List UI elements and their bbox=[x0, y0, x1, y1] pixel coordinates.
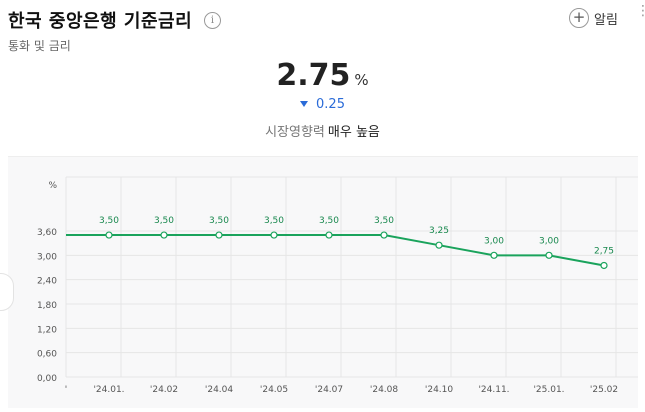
rate-line-chart: 0,00 0,60 1,20 1,80 2,40 3,00 3,60% ' '24.01. '24… bbox=[37, 176, 638, 395]
data-point bbox=[215, 231, 223, 239]
data-label: 3,50 bbox=[374, 216, 394, 226]
market-impact: 시장영향력 매우 높음 bbox=[0, 121, 645, 140]
rate-unit: % bbox=[354, 71, 369, 89]
data-point bbox=[160, 231, 168, 239]
triangle-down-icon bbox=[300, 101, 309, 107]
y-tick-label: 0,60 bbox=[37, 350, 57, 360]
data-point bbox=[545, 251, 553, 259]
x-tick-label: '24.10 bbox=[425, 385, 454, 395]
x-tick-label: '24.05 bbox=[260, 385, 288, 395]
x-tick-label: '24.01. bbox=[93, 385, 124, 395]
more-menu-icon[interactable]: ⋮ bbox=[636, 3, 645, 19]
y-tick-label: 1,80 bbox=[37, 301, 57, 311]
data-label: 3,50 bbox=[99, 216, 119, 226]
change-value: 0.25 bbox=[316, 97, 345, 112]
data-label: 3,50 bbox=[209, 216, 229, 226]
rate-change: 0.25 bbox=[0, 97, 645, 112]
y-tick-label: 1,20 bbox=[37, 325, 57, 335]
chart-panel: 0,00 0,60 1,20 1,80 2,40 3,00 3,60% ' '24.01. '24… bbox=[8, 156, 638, 408]
x-tick-label: '25.02 bbox=[590, 385, 618, 395]
series-line bbox=[66, 234, 605, 267]
page-title: 한국 중앙은행 기준금리 bbox=[8, 11, 193, 32]
y-tick-label: 3,60 bbox=[37, 228, 57, 238]
data-label: 2,75 bbox=[594, 246, 614, 256]
x-tick-label: '24.04 bbox=[205, 385, 234, 395]
category-subtitle: 통화 및 금리 bbox=[8, 39, 71, 53]
data-label: 3,50 bbox=[264, 216, 284, 226]
impact-label: 시장영향력 bbox=[265, 125, 325, 140]
y-axis-label: % bbox=[48, 181, 57, 191]
data-label: 3,00 bbox=[539, 236, 559, 246]
rate-value: 2.75 bbox=[276, 58, 351, 93]
data-point bbox=[325, 231, 333, 239]
data-point bbox=[600, 261, 608, 270]
data-point bbox=[270, 231, 278, 239]
x-tick-label: '24.11. bbox=[478, 385, 509, 395]
info-icon[interactable]: i bbox=[204, 12, 221, 29]
data-point bbox=[105, 231, 113, 239]
data-point bbox=[380, 231, 388, 239]
x-tick-label: '24.07 bbox=[315, 385, 343, 395]
data-point bbox=[490, 251, 498, 259]
impact-level: 매우 높음 bbox=[327, 125, 380, 140]
data-label: 3,00 bbox=[484, 236, 504, 246]
alarm-label: 알림 bbox=[594, 12, 618, 28]
x-tick-label: ' bbox=[65, 385, 67, 395]
x-tick-label: '24.08 bbox=[370, 385, 399, 395]
data-label: 3,25 bbox=[429, 226, 449, 236]
data-label: 3,50 bbox=[319, 216, 339, 226]
alarm-button[interactable]: + 알림 bbox=[569, 8, 618, 28]
data-point bbox=[435, 241, 443, 249]
current-rate: 2.75% bbox=[0, 58, 645, 93]
x-tick-label: '24.02 bbox=[150, 385, 178, 395]
y-tick-label: 0,00 bbox=[37, 374, 57, 384]
y-tick-label: 2,40 bbox=[37, 277, 57, 287]
x-tick-label: '25.01. bbox=[533, 385, 564, 395]
y-tick-label: 3,00 bbox=[37, 252, 57, 262]
data-label: 3,50 bbox=[154, 216, 174, 226]
plus-icon: + bbox=[569, 8, 589, 28]
